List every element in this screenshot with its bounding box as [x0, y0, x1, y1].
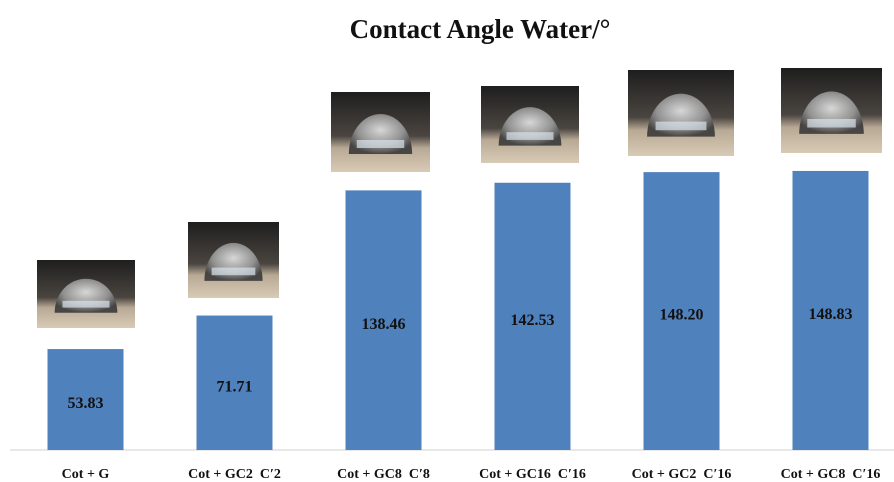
- value-label: 148.20: [660, 307, 704, 324]
- value-label: 53.83: [68, 395, 104, 412]
- x-tick-label: Cot + GC2 C′2: [188, 467, 281, 482]
- droplet-photo: [781, 68, 882, 153]
- value-label: 71.71: [217, 378, 253, 395]
- droplet-photo: [188, 222, 279, 298]
- x-tick-label: Cot + GC8 C′16: [781, 467, 881, 482]
- x-tick-label: Cot + GC8 C′8: [337, 467, 430, 482]
- droplet-photo: [628, 70, 734, 156]
- value-label: 138.46: [362, 316, 406, 333]
- bar: [47, 349, 124, 450]
- bar: [792, 170, 869, 450]
- value-label: 142.53: [511, 312, 555, 329]
- bar: [345, 190, 422, 450]
- chart-title: Contact Angle Water/°: [350, 14, 611, 44]
- droplet-photo: [481, 86, 579, 163]
- bar: [196, 315, 273, 450]
- bar: [643, 172, 720, 450]
- droplet-photo: [331, 92, 430, 172]
- x-tick-label: Cot + GC2 C′16: [632, 467, 732, 482]
- droplet-photo: [37, 260, 135, 328]
- droplet-photos: [37, 68, 882, 328]
- value-label: 148.83: [809, 306, 853, 323]
- x-tick-label: Cot + GC16 C′16: [479, 467, 586, 482]
- x-tick-label: Cot + G: [62, 467, 110, 482]
- bar: [494, 182, 571, 450]
